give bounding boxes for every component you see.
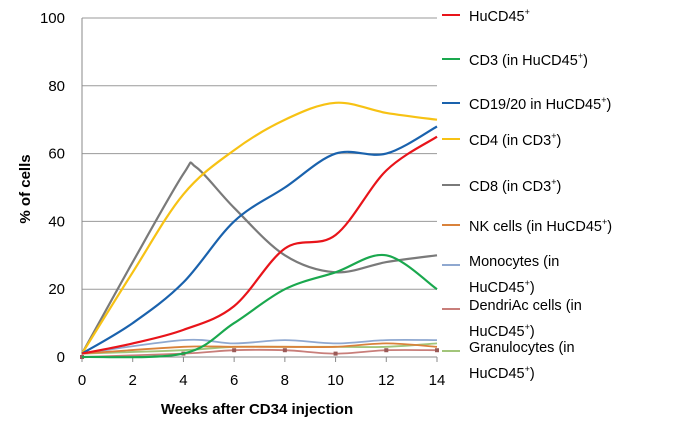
series-line-cd4-in-cd3	[81, 101, 438, 355]
axes: 0 20 40 60 80 100 0 2 4 6 8 10 12 14	[40, 10, 445, 389]
data-point-marker	[435, 348, 439, 353]
y-tick-label: 100	[40, 10, 65, 27]
legend-label: DendriAc cells (in HuCD45+)	[469, 298, 582, 340]
x-axis-label: Weeks after CD34 injection	[161, 401, 353, 418]
x-tick-label: 14	[429, 372, 446, 389]
series-line-nk-cells-in-hucd45	[81, 342, 438, 355]
legend-label: NK cells (in HuCD45+)	[469, 217, 613, 235]
data-point-marker	[232, 348, 237, 353]
y-tick-label: 40	[48, 213, 65, 230]
y-tick-label: 80	[48, 78, 65, 95]
legend-label: CD8 (in CD3+)	[469, 177, 562, 195]
legend-label: Monocytes (in HuCD45+)	[469, 254, 560, 296]
legend-swatch	[442, 138, 460, 140]
series-line-monocytes-in-hucd45	[81, 338, 438, 355]
x-tick-label: 12	[378, 372, 395, 389]
data-point-marker	[282, 348, 287, 353]
legend-label: Granulocytes (in HuCD45+)	[469, 340, 575, 382]
series-lines	[80, 101, 439, 359]
x-tick-label: 4	[179, 372, 187, 389]
data-point-marker	[384, 348, 389, 353]
legend-label: CD3 (in HuCD45+)	[469, 51, 588, 69]
legend-swatch	[442, 264, 460, 266]
data-point-marker	[333, 351, 338, 356]
legend-label: CD19/20 in HuCD45+)	[469, 95, 612, 113]
series-line-hucd45	[81, 135, 438, 355]
y-tick-label: 0	[57, 349, 65, 366]
x-tick-label: 8	[281, 372, 289, 389]
y-tick-label: 20	[48, 281, 65, 298]
y-tick-label: 60	[48, 146, 65, 163]
series-line-granulocytes-in-hucd45	[81, 342, 438, 355]
series-line-dendriac-cells-in-hucd45	[81, 348, 438, 358]
x-tick-label: 2	[129, 372, 137, 389]
x-tick-label: 6	[230, 372, 238, 389]
legend-swatch	[442, 184, 460, 186]
legend-label: HuCD45+	[469, 7, 530, 25]
gridlines	[82, 17, 437, 290]
legend-label: CD4 (in CD3+)	[469, 131, 562, 149]
x-tick-label: 0	[78, 372, 86, 389]
legend-swatch	[442, 58, 460, 60]
series-line-cd3-in-hucd45	[81, 253, 438, 359]
series-line-cd8-in-cd3	[81, 161, 438, 355]
legend-swatch	[442, 224, 460, 226]
y-axis-label: % of cells	[17, 154, 34, 223]
legend-swatch	[442, 14, 460, 16]
legend-swatch	[442, 350, 460, 352]
x-tick-label: 10	[327, 372, 344, 389]
legend-swatch	[442, 308, 460, 310]
series-line-cd19-20-in-hucd45	[81, 125, 438, 355]
legend-swatch	[442, 102, 460, 104]
